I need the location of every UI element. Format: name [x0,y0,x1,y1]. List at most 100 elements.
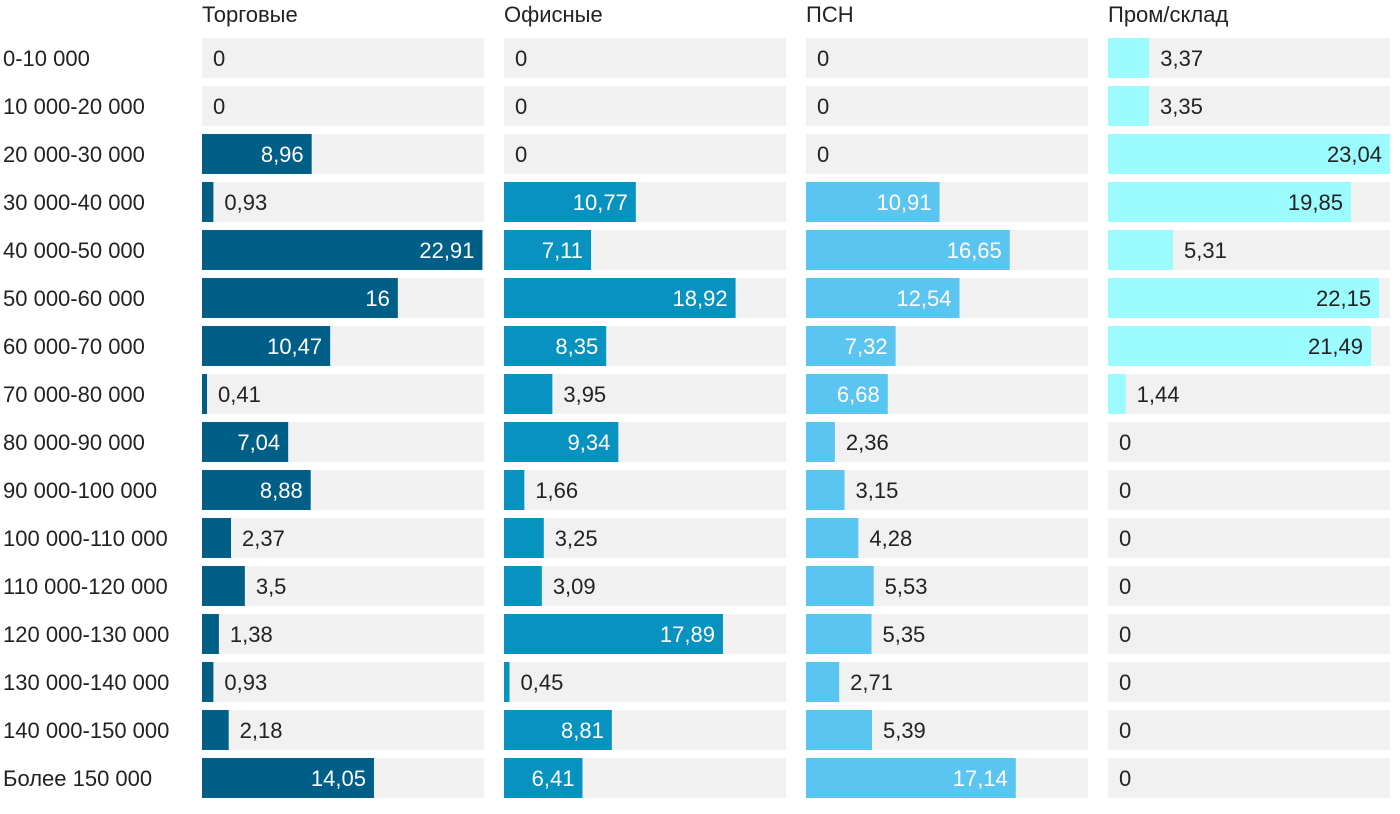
value-label: 2,71 [850,670,893,695]
value-label: 3,25 [555,526,598,551]
bar-track [202,38,484,78]
category-label: 40 000-50 000 [3,238,145,263]
value-label: 0,41 [218,382,261,407]
bar [504,614,723,654]
category-label: 30 000-40 000 [3,190,145,215]
value-label: 0 [1119,766,1131,791]
value-label: 0 [1119,622,1131,647]
bar [202,758,374,798]
bar-track [806,662,1088,702]
category-label: 100 000-110 000 [3,526,168,551]
category-label: 10 000-20 000 [3,94,145,119]
bar [504,422,619,462]
bar [1108,86,1150,126]
value-label: 5,31 [1184,238,1227,263]
bar-track [1108,662,1390,702]
bar [504,566,542,606]
bar [202,422,289,462]
value-label: 0,93 [224,670,267,695]
bar [504,662,510,702]
bar-track [806,422,1088,462]
category-label: 60 000-70 000 [3,334,145,359]
bar-track [1108,38,1390,78]
category-label: 110 000-120 000 [3,574,168,599]
value-label: 12,54 [896,286,951,311]
bar-track [806,86,1088,126]
bar [504,518,544,558]
bar [806,326,896,366]
bar-track [202,182,484,222]
value-label: 1,38 [230,622,273,647]
value-label: 1,66 [535,478,578,503]
bar [1108,326,1372,366]
bar-track [504,518,786,558]
value-label: 17,14 [953,766,1008,791]
bar [202,230,483,270]
bar-track [202,614,484,654]
value-label: 14,05 [311,766,366,791]
bar [1108,38,1150,78]
bar-track [504,38,786,78]
value-label: 0 [1119,718,1131,743]
bar-track [504,566,786,606]
value-label: 3,09 [553,574,596,599]
value-label: 8,35 [555,334,598,359]
value-label: 2,37 [242,526,285,551]
value-label: 0 [1119,430,1131,455]
bar [202,518,232,558]
bar [202,134,312,174]
bar-track [504,662,786,702]
value-label: 0 [515,46,527,71]
bar [504,374,553,414]
value-label: 4,28 [869,526,912,551]
bar-track [1108,566,1390,606]
bar [806,662,840,702]
category-label: 70 000-80 000 [3,382,145,407]
value-label: 9,34 [567,430,610,455]
bar [504,326,607,366]
series-title: Офисные [504,2,603,27]
bar-track [504,134,786,174]
bar [202,710,229,750]
bar-track [202,86,484,126]
value-label: 8,88 [260,478,303,503]
bar-track [806,38,1088,78]
bar-track [1108,422,1390,462]
value-label: 8,81 [561,718,604,743]
value-label: 0 [213,94,225,119]
value-label: 8,96 [261,142,304,167]
value-label: 0 [213,46,225,71]
value-label: 6,41 [532,766,575,791]
category-label: 120 000-130 000 [3,622,169,647]
category-label: 140 000-150 000 [3,718,169,743]
bar [202,662,214,702]
bar-track [202,710,484,750]
bar [1108,374,1126,414]
category-label: 0-10 000 [3,46,90,71]
bar [202,614,219,654]
bar [806,518,859,558]
bar-track [1108,470,1390,510]
bar [806,710,872,750]
bar-track [504,86,786,126]
category-label: 130 000-140 000 [3,670,169,695]
value-label: 16,65 [947,238,1002,263]
bar-track [1108,518,1390,558]
value-label: 0 [1119,670,1131,695]
value-label: 5,39 [883,718,926,743]
bar [504,230,592,270]
bar [806,182,940,222]
bar-track [806,470,1088,510]
value-label: 5,53 [885,574,928,599]
bar-track [202,518,484,558]
value-label: 0 [515,94,527,119]
bar [504,470,525,510]
bar [806,230,1010,270]
series-title: Пром/склад [1108,2,1228,27]
value-label: 0 [1119,478,1131,503]
bar [202,326,331,366]
bar [1108,134,1390,174]
bar [202,566,245,606]
value-label: 0 [515,142,527,167]
